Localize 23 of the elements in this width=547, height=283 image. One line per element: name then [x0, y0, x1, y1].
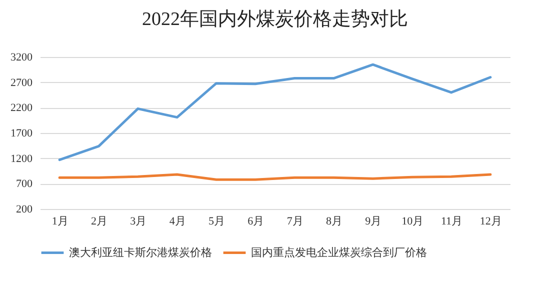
- y-tick-label: 1700: [10, 128, 33, 140]
- x-tick-label: 7月: [286, 216, 304, 228]
- x-tick-label: 6月: [248, 216, 264, 228]
- y-tick-label: 1200: [10, 152, 33, 165]
- legend-label: 国内重点发电企业煤炭综合到厂价格: [251, 246, 427, 259]
- y-tick-label: 700: [16, 178, 33, 190]
- x-tick-label: 2月: [91, 216, 108, 228]
- y-tick-label: 2700: [10, 76, 33, 89]
- x-tick-label: 3月: [130, 216, 147, 228]
- y-tick-label: 2200: [10, 102, 33, 114]
- line-series: [58, 63, 492, 162]
- x-tick-label: 4月: [169, 216, 186, 228]
- x-tick-label: 1月: [52, 216, 68, 228]
- legend-label: 澳大利亚纽卡斯尔港煤炭价格: [69, 246, 212, 259]
- chart-title: 2022年国内外煤炭价格走势对比: [142, 9, 408, 30]
- x-tick-label: 5月: [208, 216, 225, 228]
- x-tick-label: 9月: [365, 216, 382, 228]
- x-tick-label: 12月: [480, 216, 502, 228]
- x-tick-label: 8月: [326, 216, 342, 228]
- x-tick-label: 11月: [440, 216, 463, 228]
- x-tick-label: 10月: [402, 216, 424, 228]
- y-tick-label: 3200: [10, 52, 33, 64]
- y-tick-label: 200: [16, 204, 33, 216]
